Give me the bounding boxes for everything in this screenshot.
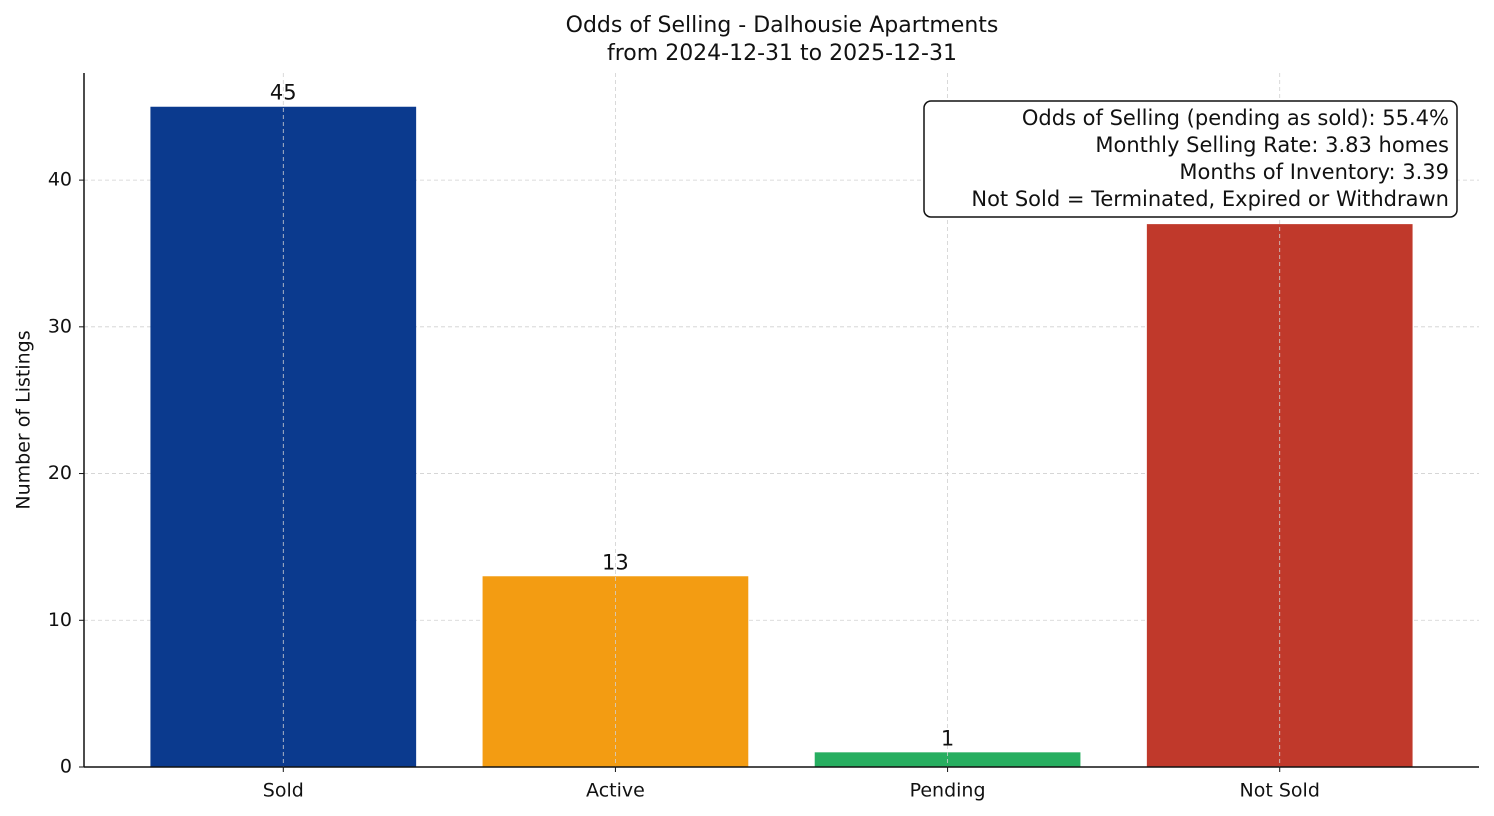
value-label: 1	[941, 726, 954, 750]
y-tick-label: 30	[48, 315, 72, 337]
y-tick-label: 10	[48, 609, 72, 631]
bar	[150, 106, 417, 768]
x-tick-label: Active	[586, 780, 645, 802]
value-label: 13	[602, 550, 629, 574]
annotation-line: Not Sold = Terminated, Expired or Withdr…	[971, 187, 1449, 211]
x-tick-label: Sold	[263, 780, 304, 802]
y-tick-label: 40	[48, 169, 72, 191]
annotation-line: Months of Inventory: 3.39	[1179, 160, 1449, 184]
x-tick-label: Not Sold	[1240, 780, 1320, 802]
chart-title: Odds of Selling - Dalhousie Apartments	[566, 13, 999, 38]
annotation-box	[923, 100, 1458, 218]
y-tick-label: 20	[48, 462, 72, 484]
annotation-line: Odds of Selling (pending as sold): 55.4%	[1022, 106, 1449, 130]
value-label: 45	[270, 81, 297, 105]
y-axis-label: Number of Listings	[13, 330, 35, 509]
chart-subtitle: from 2024-12-31 to 2025-12-31	[607, 41, 957, 66]
y-tick-label: 0	[60, 756, 72, 778]
x-tick-label: Pending	[910, 780, 986, 802]
annotation-line: Monthly Selling Rate: 3.83 homes	[1095, 133, 1449, 157]
